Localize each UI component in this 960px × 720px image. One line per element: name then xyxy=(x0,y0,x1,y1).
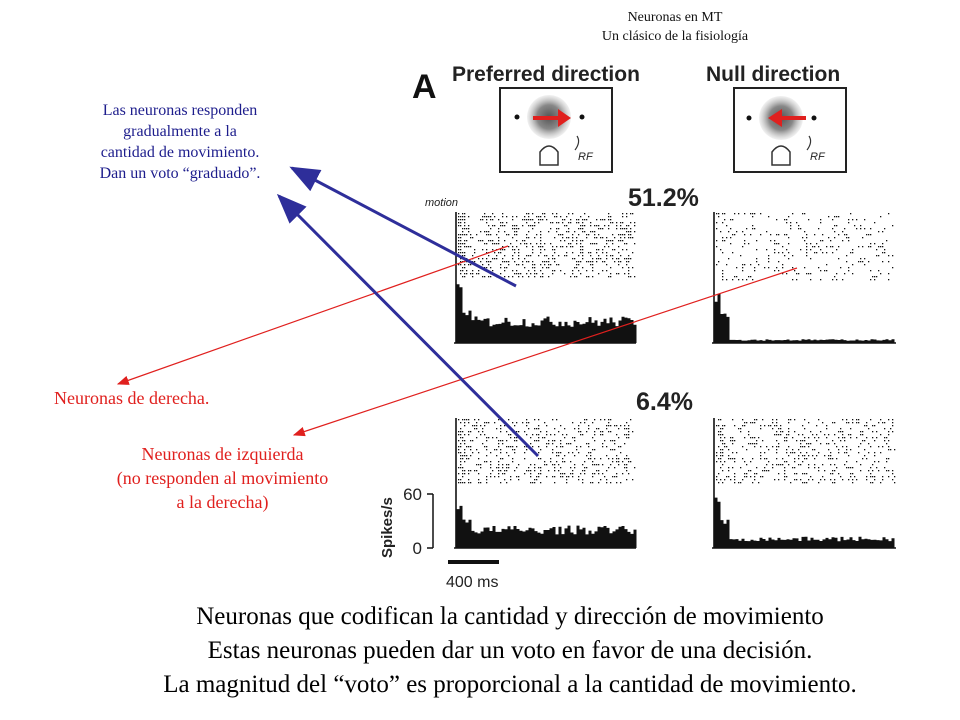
graded-note-line-2: gradualmente a la xyxy=(123,123,237,140)
psth-histogram xyxy=(714,497,895,548)
rf-label-preferred: RF xyxy=(578,151,594,163)
psth-histogram xyxy=(456,505,637,548)
preferred-direction-label: Preferred direction xyxy=(452,63,640,86)
left-neurons-note: Neuronas de izquierda (no responden al m… xyxy=(60,442,385,514)
graded-note-line-4: Dan un voto “graduado”. xyxy=(99,165,261,182)
raster-histogram-null-high xyxy=(712,212,896,344)
spike-rate-axis: 60 0 Spikes/s xyxy=(379,485,434,558)
ytick-60: 60 xyxy=(403,485,422,504)
arrow-low-coherence-to-note xyxy=(276,193,540,458)
arrow-high-coherence-to-note xyxy=(289,166,517,288)
panel-letter: A xyxy=(412,68,437,106)
mt-neuron-figure: A Preferred direction Null direction RF … xyxy=(116,63,896,591)
null-stimulus-diagram: RF xyxy=(733,87,847,173)
summary-line-2: Estas neuronas pueden dar un voto en fav… xyxy=(207,637,813,664)
left-note-line-2: (no responden al movimiento xyxy=(116,468,329,488)
arrow-to-left-neurons xyxy=(292,267,798,437)
psth-histogram xyxy=(456,284,637,343)
time-scalebar: 400 ms xyxy=(446,560,499,591)
preferred-stimulus-diagram: RF xyxy=(499,87,613,173)
null-direction-label: Null direction xyxy=(706,63,840,86)
header-line-1: Neuronas en MT xyxy=(627,10,723,25)
raster-histogram-preferred-low xyxy=(454,418,637,549)
graded-note-line-3: cantidad de movimiento. xyxy=(100,144,260,161)
scalebar-label: 400 ms xyxy=(446,574,498,591)
summary-line-3: La magnitud del “voto” es proporcional a… xyxy=(163,671,857,698)
motion-label: motion xyxy=(425,197,458,209)
header-line-2: Un clásico de la fisiología xyxy=(601,29,749,44)
right-neurons-label: Neuronas de derecha. xyxy=(54,388,210,408)
raster-histogram-preferred-high xyxy=(454,212,637,344)
graded-note-line-1: Las neuronas responden xyxy=(102,102,258,119)
left-note-line-1: Neuronas de izquierda xyxy=(141,444,304,464)
psth-histogram xyxy=(714,294,895,343)
slide-header: Neuronas en MT Un clásico de la fisiolog… xyxy=(520,8,830,46)
y-axis-label: Spikes/s xyxy=(379,497,396,558)
raster-histogram-null-low xyxy=(712,418,896,549)
graded-vote-note: Las neuronas responden gradualmente a la… xyxy=(40,100,320,184)
rf-label-null: RF xyxy=(810,151,826,163)
left-note-line-3: a la derecha) xyxy=(176,492,269,512)
summary-line-1: Neuronas que codifican la cantidad y dir… xyxy=(196,603,824,630)
coherence-high-label: 51.2% xyxy=(628,184,699,212)
coherence-low-label: 6.4% xyxy=(636,388,693,416)
ytick-0: 0 xyxy=(413,539,422,558)
bottom-summary: Neuronas que codifican la cantidad y dir… xyxy=(0,600,960,702)
arrow-to-right-neurons xyxy=(116,245,509,385)
